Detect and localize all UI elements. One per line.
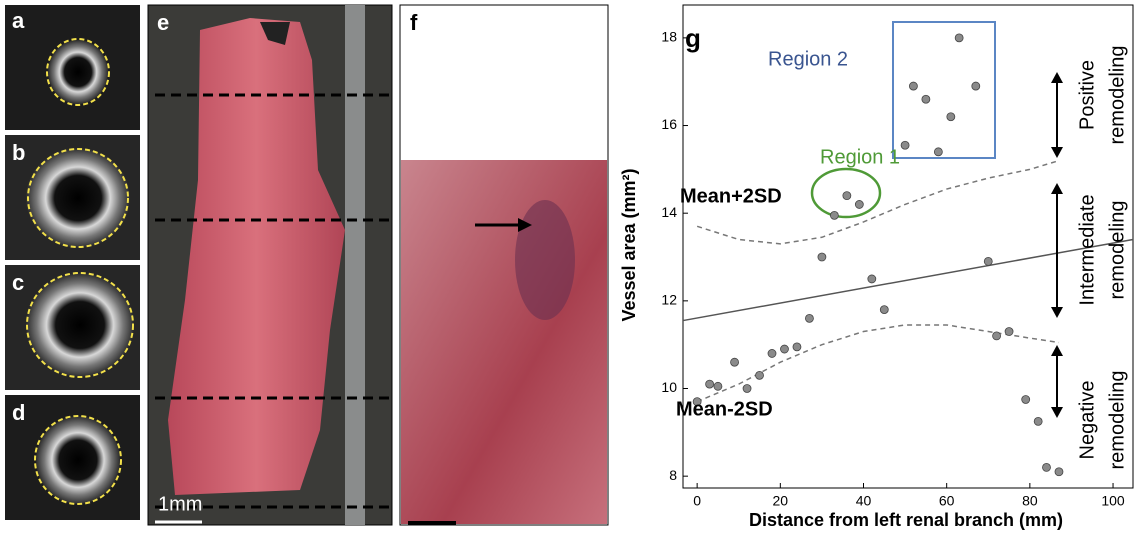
annotation: Mean+2SD: [680, 185, 782, 207]
panel-label: c: [12, 270, 24, 295]
data-point: [947, 113, 955, 121]
region-box: [893, 22, 995, 158]
annotation: Mean-2SD: [676, 398, 773, 420]
panel-label: e: [157, 10, 169, 35]
data-point: [1034, 417, 1042, 425]
data-point: [843, 192, 851, 200]
data-point: [830, 211, 838, 219]
bound-curve: [697, 325, 1059, 402]
y-axis-title: Vessel area (mm²): [619, 168, 639, 321]
data-point: [768, 349, 776, 357]
arrow-head: [1051, 72, 1063, 83]
data-point: [880, 306, 888, 314]
side-label: Positive: [1076, 60, 1098, 130]
figure: 1mm a b c d e f 0 20 40 60 80 100 8 10 12 14 16 18 D…: [0, 0, 1137, 533]
x-tick-label: 0: [693, 493, 701, 509]
data-point: [756, 371, 764, 379]
side-label: Intermediate: [1076, 194, 1098, 305]
y-tick-label: 10: [661, 379, 677, 395]
panel-e: 1mm: [148, 5, 392, 525]
panel-label: f: [410, 10, 418, 35]
chart: 0 20 40 60 80 100 8 10 12 14 16 18 Distance from lef…: [619, 5, 1133, 530]
y-tick-label: 18: [661, 29, 677, 45]
data-point: [780, 345, 788, 353]
panel-label: a: [12, 8, 25, 33]
data-point: [793, 343, 801, 351]
data-point: [855, 200, 863, 208]
y-tick-label: 14: [661, 204, 677, 220]
data-point: [805, 314, 813, 322]
annotation: Region 1: [820, 146, 900, 168]
x-tick-label: 40: [856, 493, 872, 509]
data-point: [1022, 395, 1030, 403]
data-point: [1042, 463, 1050, 471]
x-tick-label: 100: [1101, 493, 1125, 509]
side-label: remodeling: [1106, 46, 1128, 145]
x-tick-label: 80: [1022, 493, 1038, 509]
data-point: [972, 82, 980, 90]
vessel: [48, 40, 108, 104]
data-point: [1055, 468, 1063, 476]
tissue: [401, 160, 607, 524]
arrow-head: [1051, 307, 1063, 318]
y-tick-label: 16: [661, 116, 677, 132]
data-point: [706, 380, 714, 388]
data-point: [984, 257, 992, 265]
data-point: [868, 275, 876, 283]
side-label: remodeling: [1106, 201, 1128, 300]
x-tick-label: 20: [773, 493, 789, 509]
arrow-head: [1051, 345, 1063, 356]
arrow-head: [1051, 147, 1063, 158]
data-point: [731, 358, 739, 366]
arrow-head: [1051, 183, 1063, 194]
panel-label: d: [12, 400, 25, 425]
fit-line: [683, 239, 1133, 320]
data-point: [1005, 328, 1013, 336]
data-point: [922, 95, 930, 103]
panel-label: g: [685, 23, 701, 53]
y-tick-label: 8: [669, 467, 677, 483]
annotation: Region 2: [768, 48, 848, 70]
side-label: Negative: [1076, 381, 1098, 460]
ruler: [345, 5, 365, 525]
y-tick-label: 12: [661, 292, 677, 308]
data-point: [818, 253, 826, 261]
panel-label: b: [12, 140, 25, 165]
data-point: [901, 141, 909, 149]
x-tick-label: 60: [939, 493, 955, 509]
arrow-head: [1051, 407, 1063, 418]
panel-f: [400, 5, 608, 525]
data-point: [955, 34, 963, 42]
lesion: [515, 200, 575, 320]
data-point: [934, 148, 942, 156]
x-axis-title: Distance from left renal branch (mm): [749, 510, 1063, 530]
data-point: [714, 382, 722, 390]
data-point: [993, 332, 1001, 340]
data-point: [909, 82, 917, 90]
side-label: remodeling: [1106, 371, 1128, 470]
scale-label: 1mm: [158, 493, 202, 515]
mri-panels: [5, 5, 140, 520]
data-point: [743, 385, 751, 393]
